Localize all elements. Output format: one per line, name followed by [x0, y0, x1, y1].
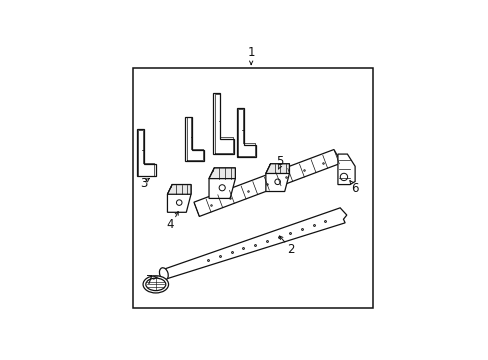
Polygon shape [265, 164, 289, 174]
Polygon shape [162, 208, 346, 279]
Circle shape [274, 179, 280, 185]
Circle shape [219, 185, 225, 191]
Ellipse shape [143, 276, 168, 293]
Ellipse shape [159, 268, 168, 280]
Polygon shape [236, 108, 256, 157]
Polygon shape [185, 117, 204, 161]
Polygon shape [265, 164, 289, 192]
Bar [133, 68, 372, 308]
Circle shape [176, 200, 182, 205]
Polygon shape [137, 129, 156, 176]
Ellipse shape [145, 278, 165, 291]
Polygon shape [208, 168, 235, 198]
Polygon shape [167, 185, 191, 212]
Text: 6: 6 [350, 182, 358, 195]
Text: 5: 5 [275, 154, 283, 167]
Polygon shape [194, 149, 341, 216]
Text: 4: 4 [166, 218, 174, 231]
Polygon shape [337, 154, 354, 185]
Text: 7: 7 [145, 274, 153, 287]
Text: 3: 3 [140, 177, 147, 190]
Polygon shape [167, 185, 191, 194]
Circle shape [340, 173, 347, 181]
Text: 2: 2 [286, 243, 294, 256]
Text: 1: 1 [247, 46, 254, 59]
Polygon shape [208, 168, 235, 179]
Polygon shape [213, 93, 233, 154]
